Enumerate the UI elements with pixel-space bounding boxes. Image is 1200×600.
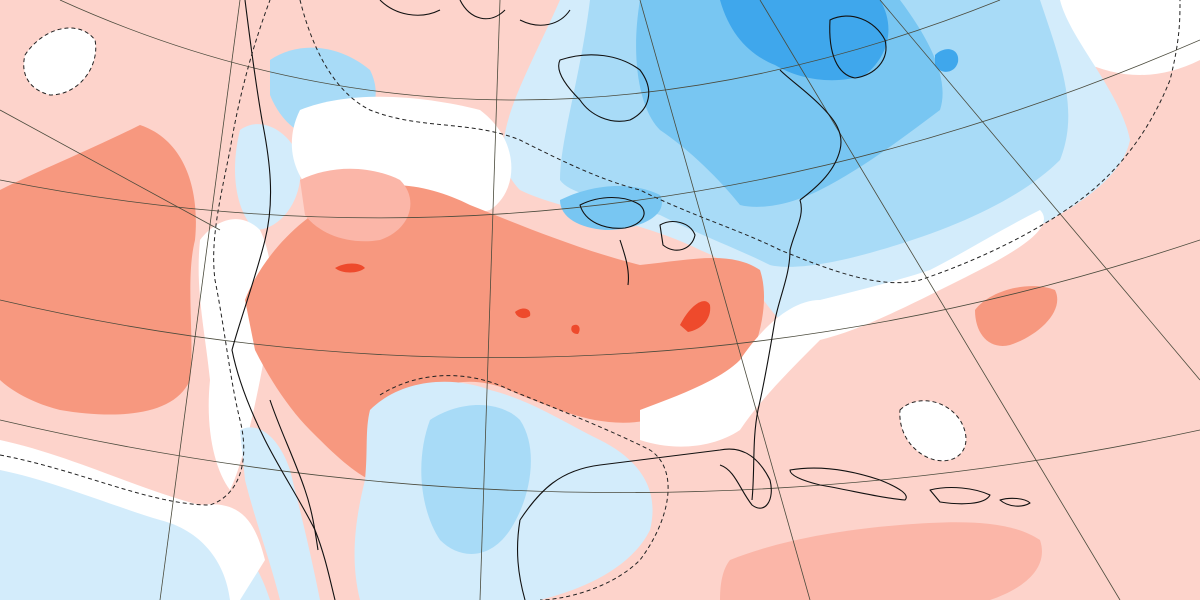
coastline-cuba bbox=[789, 467, 907, 501]
neutral-band-south-pacific bbox=[0, 440, 265, 600]
graticule-lon-60 bbox=[759, 0, 1121, 600]
coastline-hispaniola bbox=[929, 486, 991, 505]
coastline-hudson-bay bbox=[558, 54, 650, 122]
zero-contour-gulf bbox=[379, 375, 669, 600]
coastline-labrador bbox=[829, 15, 887, 79]
neutral-region-southeast bbox=[640, 210, 1044, 447]
coastline-east-us bbox=[751, 199, 802, 501]
warm-region-caribbean bbox=[720, 522, 1042, 600]
cool-region-rockies bbox=[235, 124, 301, 230]
warm-spot-mid-a bbox=[515, 308, 531, 319]
cool-region-texas bbox=[421, 405, 531, 554]
graticule-lon-100 bbox=[479, 0, 501, 600]
graticule-lat-30 bbox=[0, 419, 1200, 493]
coastline-baja bbox=[269, 399, 319, 551]
neutral-region-northwest-isle bbox=[23, 27, 96, 95]
graticule-lon-80 bbox=[639, 0, 811, 600]
coastline-north-america-west bbox=[231, 0, 336, 600]
coastline-mexico-east bbox=[517, 519, 526, 600]
cool-region-baja bbox=[240, 427, 320, 600]
zero-contour-nw-isle bbox=[23, 27, 97, 96]
graticule-lon-120 bbox=[159, 0, 241, 600]
graticule-lat-40 bbox=[0, 239, 1200, 359]
warm-region-pacific-nw bbox=[300, 168, 411, 242]
coastline-arctic-islands bbox=[379, 0, 571, 26]
warm-spot-kansas bbox=[680, 301, 711, 332]
warm-spot-plains bbox=[335, 263, 365, 273]
coastline-jamaica-pr bbox=[999, 497, 1031, 507]
warm-region-atlantic-center bbox=[975, 286, 1058, 346]
cool-region-great-lakes bbox=[560, 185, 662, 230]
warm-spot-mid-b bbox=[571, 324, 580, 334]
coastline-great-lakes bbox=[579, 197, 696, 286]
graticule-lon-40 bbox=[879, 0, 1200, 381]
cool-spot-atlantic bbox=[935, 49, 959, 72]
zero-contour-canada bbox=[299, 0, 1181, 284]
coastline-canada-east bbox=[779, 69, 842, 201]
zero-contour-atlantic-isle bbox=[899, 400, 967, 462]
graticule-lat-60 bbox=[59, 0, 1001, 101]
cool-region-hudson-core bbox=[720, 0, 889, 81]
cool-region-south-pacific bbox=[0, 470, 270, 600]
warm-region-east-pacific bbox=[0, 125, 196, 415]
graticule-lon-140 bbox=[0, 109, 221, 231]
coastline-gulf-of-mexico bbox=[519, 448, 772, 521]
neutral-region-atlantic-isle bbox=[899, 400, 966, 461]
